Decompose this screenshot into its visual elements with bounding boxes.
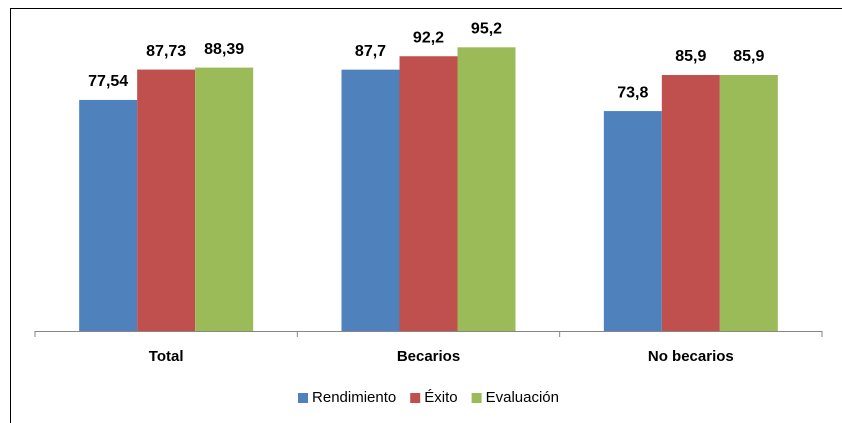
bar (79, 99, 138, 331)
legend-label: Rendimiento (312, 389, 396, 406)
bar (399, 56, 458, 332)
x-tick-label: No becarios (648, 348, 734, 365)
legend-swatch (471, 393, 482, 403)
bar (195, 67, 254, 331)
data-label: 73,8 (617, 84, 648, 101)
data-label: 87,7 (355, 43, 386, 60)
legend-label: Éxito (424, 389, 457, 406)
data-label: 77,54 (88, 73, 128, 90)
data-label: 85,9 (675, 48, 706, 65)
data-label: 87,73 (146, 43, 186, 60)
legend-label: Evaluación (486, 389, 559, 406)
x-tick-label: Total (149, 348, 184, 365)
data-label: 92,2 (413, 29, 444, 46)
data-label: 85,9 (733, 48, 764, 65)
x-tick-label: Becarios (397, 348, 460, 365)
legend-swatch (410, 393, 421, 403)
bar (341, 69, 400, 332)
bar (457, 47, 516, 331)
bar (661, 75, 720, 331)
data-label: 88,39 (204, 41, 244, 58)
bar (603, 111, 662, 332)
legend-swatch (298, 393, 309, 403)
data-label: 95,2 (471, 21, 502, 38)
bar (719, 75, 778, 331)
bar (137, 69, 196, 331)
